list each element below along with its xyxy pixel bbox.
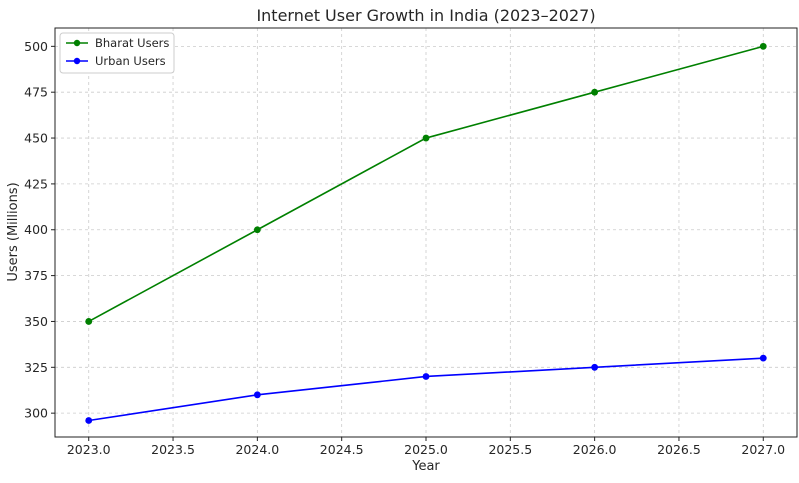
plot-frame	[54, 27, 798, 438]
data-point-urban-users	[591, 363, 599, 371]
x-tick-label: 2025.0	[404, 442, 448, 457]
x-tick-label: 2026.0	[573, 442, 617, 457]
series-urban-users	[85, 354, 767, 424]
data-point-urban-users	[422, 373, 430, 380]
y-tick-label: 400	[24, 222, 48, 237]
data-point-urban-users	[85, 417, 93, 424]
data-point-bharat-users	[591, 88, 599, 96]
y-axis-ticks: 300 325 350 375 400 425 450 475 500	[24, 39, 55, 421]
legend-item-urban-users: Urban Users	[66, 54, 166, 68]
gridlines	[55, 28, 797, 437]
x-tick-label: 2023.0	[67, 442, 111, 457]
x-axis-ticks: 2023.0 2023.5 2024.0 2024.5 2025.0 2025.5 2026…	[67, 437, 785, 457]
legend-box	[59, 32, 175, 74]
x-tick-label: 2026.5	[657, 442, 701, 457]
x-axis-label: Year	[411, 459, 440, 474]
series-bharat-users	[85, 42, 767, 325]
y-tick-label: 500	[24, 39, 48, 54]
data-point-bharat-users	[422, 134, 430, 142]
data-point-bharat-users	[253, 226, 261, 234]
x-tick-label: 2024.5	[320, 442, 364, 457]
legend-label: Urban Users	[95, 54, 166, 68]
y-tick-label: 375	[24, 268, 48, 283]
series-layer	[85, 42, 767, 424]
y-tick-label: 425	[24, 176, 48, 191]
legend-swatch-marker	[73, 57, 81, 65]
legend: Bharat Users Urban Users	[59, 32, 175, 74]
y-tick-label: 450	[24, 131, 48, 146]
legend-item-bharat-users: Bharat Users	[66, 36, 169, 50]
x-tick-label: 2027.0	[741, 442, 785, 457]
legend-label: Bharat Users	[95, 36, 169, 50]
data-point-bharat-users	[85, 318, 93, 325]
data-point-urban-users	[253, 391, 261, 399]
data-point-bharat-users	[759, 42, 767, 50]
y-tick-label: 475	[24, 85, 48, 100]
data-point-urban-users	[759, 354, 767, 362]
x-tick-label: 2023.5	[151, 442, 195, 457]
y-tick-label: 350	[24, 314, 48, 329]
chart-title: Internet User Growth in India (2023–2027…	[256, 6, 595, 25]
y-tick-label: 300	[24, 406, 48, 421]
y-tick-label: 325	[24, 360, 48, 375]
x-tick-label: 2025.5	[488, 442, 532, 457]
x-tick-label: 2024.0	[235, 442, 279, 457]
legend-swatch-marker	[73, 39, 81, 47]
y-axis-label: Users (Millions)	[6, 182, 21, 281]
